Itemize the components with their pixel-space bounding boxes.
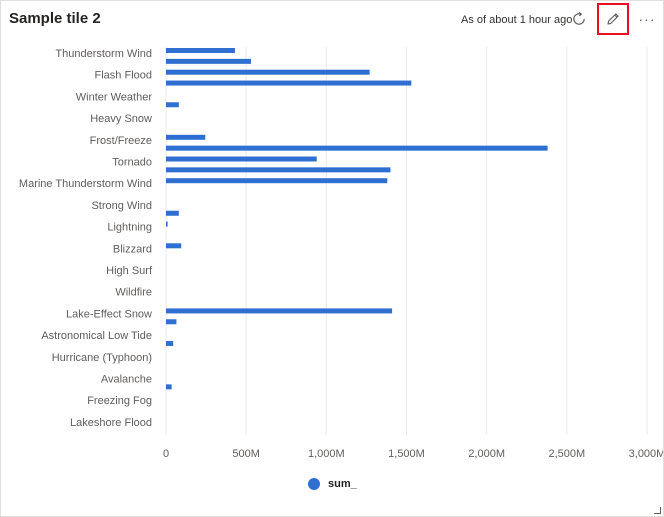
x-tick-label: 2,000M <box>468 448 505 460</box>
more-options-button[interactable]: ··· <box>635 7 659 31</box>
refresh-icon <box>573 11 585 25</box>
refresh-button[interactable] <box>567 7 591 31</box>
category-label: Lake-Effect Snow <box>66 308 152 320</box>
bar <box>166 243 182 249</box>
category-label: Astronomical Low Tide <box>41 330 152 342</box>
bar <box>166 156 317 162</box>
resize-handle[interactable] <box>654 507 661 514</box>
category-label: Thunderstorm Wind <box>55 48 152 60</box>
category-label: Hurricane (Typhoon) <box>52 352 152 364</box>
category-label: Marine Thunderstorm Wind <box>19 178 152 190</box>
bar <box>166 308 393 314</box>
category-label: Flash Flood <box>95 70 152 82</box>
bar <box>166 210 179 216</box>
category-label: Lakeshore Flood <box>70 417 152 429</box>
category-label: High Surf <box>106 265 153 277</box>
bar <box>166 69 370 75</box>
tile-header: Sample tile 2 As of about 1 hour ago ··· <box>1 1 663 39</box>
category-label: Strong Wind <box>91 200 152 212</box>
x-tick-label: 2,500M <box>548 448 585 460</box>
bar <box>166 58 251 64</box>
chart-legend: sum_ <box>308 478 357 490</box>
category-label: Heavy Snow <box>90 113 152 125</box>
bar <box>166 80 412 86</box>
refresh-timestamp: As of about 1 hour ago <box>461 14 573 26</box>
bar <box>166 134 206 140</box>
x-tick-label: 3,000M <box>629 448 663 460</box>
bar <box>166 340 174 346</box>
legend-marker <box>308 478 320 490</box>
edit-button[interactable] <box>597 3 629 35</box>
category-label: Winter Weather <box>76 91 153 103</box>
category-label: Avalanche <box>101 374 152 386</box>
bar <box>166 102 179 108</box>
bar-chart: 0 500M 1,000M 1,500M 2,000M 2,500M 3,000M Thund… <box>19 47 663 460</box>
x-tick-label: 1,500M <box>388 448 425 460</box>
x-tick-label: 0 <box>163 448 169 460</box>
bar <box>166 145 548 151</box>
x-tick-label: 1,000M <box>308 448 345 460</box>
category-label: Frost/Freeze <box>90 135 152 147</box>
pencil-icon <box>607 13 619 25</box>
bar <box>166 167 391 173</box>
category-label: Freezing Fog <box>87 395 152 407</box>
bar <box>166 178 388 184</box>
bar <box>166 319 177 325</box>
more-options-icon: ··· <box>638 11 656 27</box>
category-label: Wildfire <box>115 287 152 299</box>
category-label: Tornado <box>112 157 152 169</box>
bar <box>166 384 172 390</box>
bar <box>166 221 168 227</box>
tile-title: Sample tile 2 <box>9 10 101 27</box>
legend-label: sum_ <box>328 478 357 490</box>
category-label: Blizzard <box>113 243 152 255</box>
bar <box>166 48 235 53</box>
x-tick-label: 500M <box>232 448 260 460</box>
category-label: Lightning <box>107 222 152 234</box>
